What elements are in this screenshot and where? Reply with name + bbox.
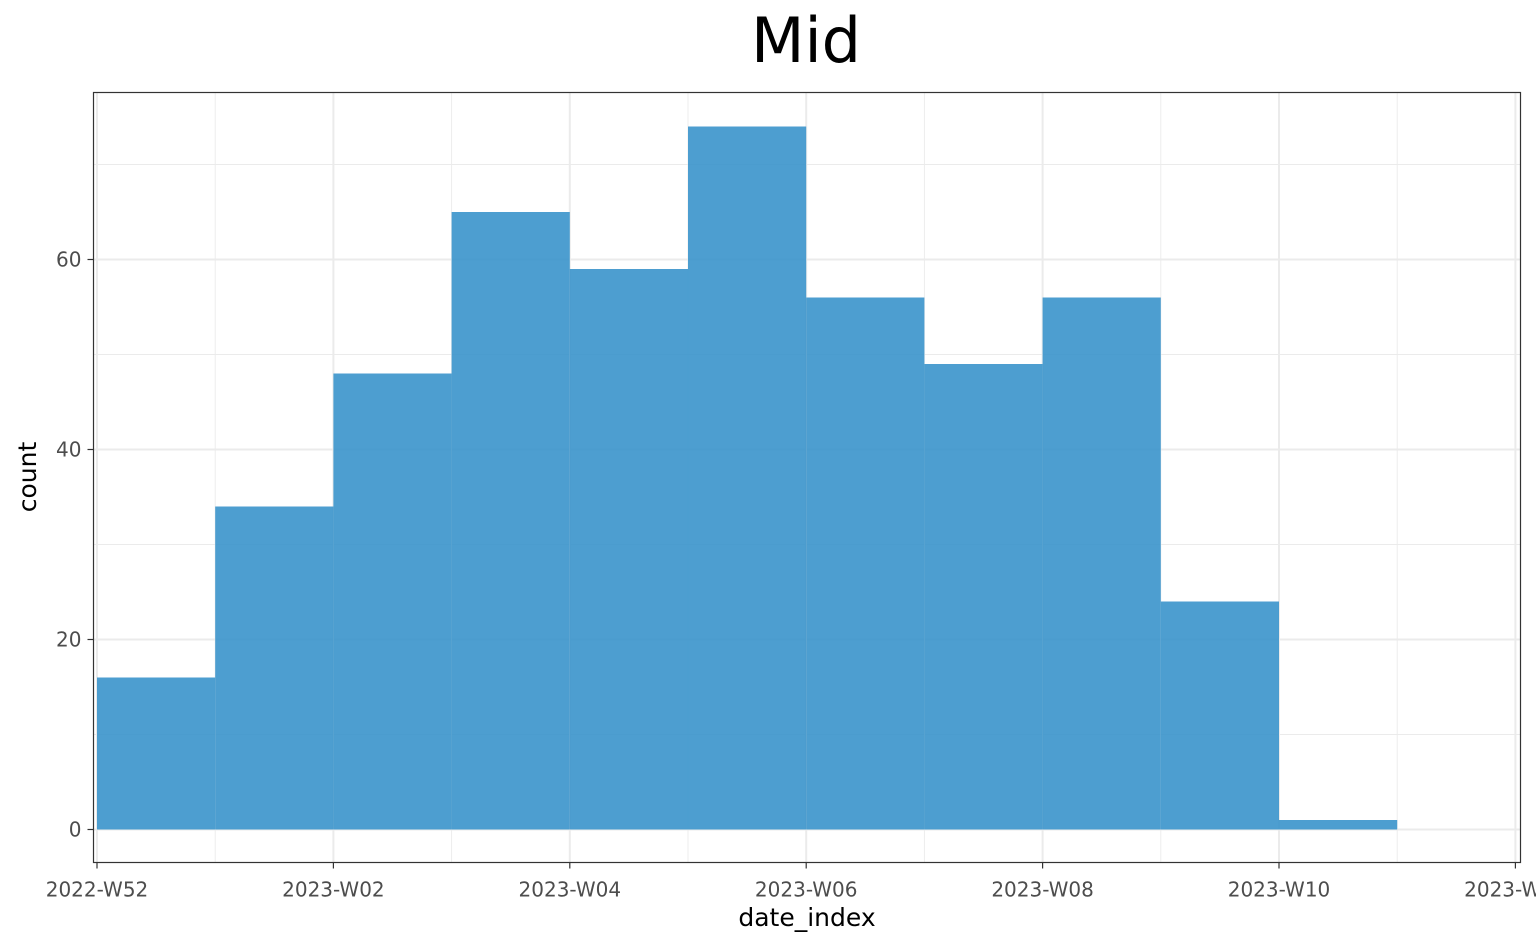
panel-border bbox=[92, 91, 1522, 864]
histogram-bar bbox=[1042, 297, 1161, 830]
chart-title: Mid bbox=[750, 4, 862, 77]
histogram-bar bbox=[333, 373, 452, 830]
x-tick-label: 2022-W52 bbox=[46, 878, 149, 902]
x-tick-label: 2023-W12 bbox=[1464, 878, 1536, 902]
x-tick-label: 2023-W10 bbox=[1228, 878, 1331, 902]
histogram-bar bbox=[688, 126, 807, 830]
histogram-bar bbox=[97, 677, 216, 830]
x-axis-ticks: 2022-W52 2023-W02 2023-W04 2023-W06 2023-W08… bbox=[46, 862, 1536, 902]
x-tick-label: 2023-W06 bbox=[755, 878, 858, 902]
histogram-bar bbox=[451, 212, 570, 830]
bars bbox=[97, 126, 1398, 830]
y-tick-label: 60 bbox=[56, 248, 81, 272]
x-tick-label: 2023-W02 bbox=[282, 878, 385, 902]
histogram-bar bbox=[569, 269, 688, 830]
histogram-bar bbox=[806, 297, 925, 830]
x-tick-label: 2023-W08 bbox=[991, 878, 1094, 902]
histogram-bar bbox=[1160, 601, 1279, 830]
y-tick-label: 0 bbox=[69, 818, 82, 842]
y-tick-label: 40 bbox=[56, 438, 81, 462]
histogram-bar bbox=[215, 506, 334, 830]
x-axis-title: date_index bbox=[738, 903, 875, 932]
histogram-bar bbox=[924, 364, 1043, 830]
x-tick-label: 2023-W04 bbox=[519, 878, 622, 902]
y-axis-ticks: 0 20 40 60 bbox=[56, 248, 94, 842]
y-axis-title: count bbox=[13, 442, 42, 513]
y-tick-label: 20 bbox=[56, 628, 81, 652]
histogram-bar bbox=[1279, 820, 1398, 830]
